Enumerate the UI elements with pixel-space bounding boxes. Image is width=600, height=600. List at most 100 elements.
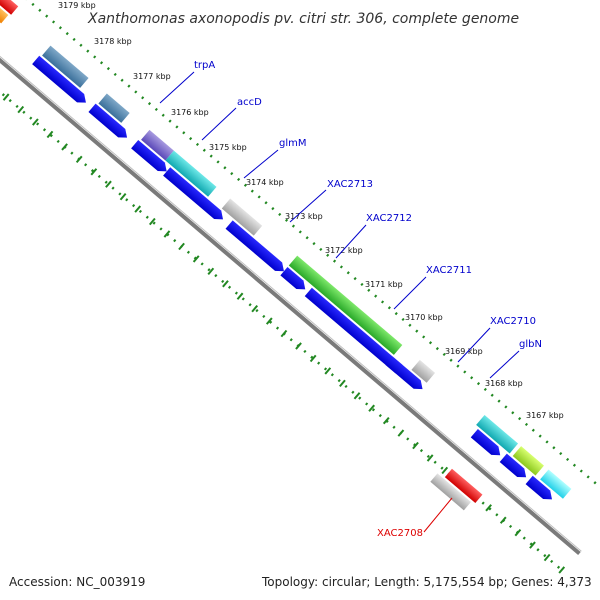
label-connector [243, 149, 279, 179]
genome-backbone [0, 33, 581, 556]
cds-arrow-right-b[interactable] [499, 453, 530, 482]
scale-tick [353, 392, 361, 400]
scale-tick [178, 242, 185, 251]
scale-tick [17, 105, 25, 114]
feature-box-glbN[interactable] [411, 359, 436, 383]
genome-title: Xanthomonas axonopodis pv. citri str. 30… [87, 11, 519, 27]
kbp-label: 3169 kbp [445, 347, 483, 356]
feature-box-cyan[interactable] [165, 150, 217, 197]
feature-box-glmM[interactable] [141, 129, 174, 161]
scale-tick [499, 516, 507, 524]
scale-tick [163, 230, 171, 238]
gene-label-XAC2712[interactable]: XAC2712 [366, 213, 412, 224]
scale-tick [558, 566, 566, 574]
scale-tick [412, 441, 419, 450]
scale-tick [397, 429, 405, 437]
gene-label-connectors [159, 71, 520, 533]
scale-tick [46, 130, 54, 139]
scale-tick [148, 217, 156, 226]
cds-arrow-right-c[interactable] [525, 475, 556, 504]
kbp-label: 3177 kbp [133, 72, 171, 81]
kbp-label: 3172 kbp [325, 246, 363, 255]
label-connector [457, 327, 491, 363]
scale-tick [119, 192, 127, 201]
cds-arrow-accD[interactable] [88, 103, 130, 142]
scale-tick [485, 504, 492, 512]
kbp-label: 3179 kbp [58, 1, 96, 10]
scale-tick [134, 205, 142, 213]
scale-tick [382, 416, 390, 425]
label-connector [393, 276, 427, 310]
feature-box-aqua[interactable] [540, 469, 572, 499]
label-connector [289, 189, 327, 223]
gene-label-XAC2708[interactable]: XAC2708 [377, 528, 423, 539]
gene-label-accD[interactable]: accD [237, 97, 262, 108]
label-connector [201, 107, 237, 141]
scale-tick [339, 379, 346, 388]
scale-tick [90, 168, 98, 176]
gene-label-XAC2710[interactable]: XAC2710 [490, 316, 536, 327]
cds-arrow-right-a[interactable] [470, 429, 504, 459]
label-connector [489, 350, 520, 379]
scale-tick [2, 93, 10, 101]
genome-backbone-highlight [0, 32, 582, 552]
scale-tick [295, 342, 302, 350]
feature-box-XAC2708-gray[interactable] [430, 473, 471, 511]
kbp-label: 3167 kbp [526, 411, 564, 420]
cds-arrow-trpA[interactable] [32, 55, 89, 107]
gene-labels: trpA accD glmM XAC2713 XAC2712 XAC2711 X… [194, 60, 542, 539]
scale-tick [61, 143, 68, 151]
kbp-label: 3175 kbp [209, 143, 247, 152]
scale-tick [207, 267, 215, 276]
feature-box-XAC2713[interactable] [221, 198, 263, 236]
kbp-label: 3170 kbp [405, 313, 443, 322]
scale-tick [309, 354, 317, 363]
gene-label-XAC2713[interactable]: XAC2713 [327, 179, 373, 190]
scale-tick [192, 255, 200, 263]
feature-box-lime[interactable] [512, 446, 544, 476]
gene-label-trpA[interactable]: trpA [194, 60, 215, 71]
feature-box-accD[interactable] [98, 93, 130, 123]
scale-tick [75, 155, 83, 164]
kbp-label: 3174 kbp [246, 178, 284, 187]
scale-tick [222, 280, 229, 288]
scale-tick [543, 553, 551, 562]
gene-label-glbN[interactable]: glbN [519, 339, 542, 350]
label-connector [335, 224, 367, 259]
feature-box-XAC2708[interactable] [444, 468, 483, 504]
scale-tick [105, 180, 112, 188]
kbp-label: 3171 kbp [365, 280, 403, 289]
kbp-label: 3178 kbp [94, 37, 132, 46]
kbp-label: 3168 kbp [485, 379, 523, 388]
scale-tick [265, 317, 273, 325]
scale-tick [368, 404, 376, 412]
kbp-label: 3173 kbp [285, 212, 323, 221]
label-connector [159, 71, 195, 104]
outer-dotted-scale [10, 0, 600, 506]
topology-text: Topology: circular; Length: 5,175,554 bp… [261, 575, 592, 589]
scale-tick [426, 454, 434, 462]
gene-label-glmM[interactable]: glmM [279, 138, 307, 149]
accession-text: Accession: NC_003919 [9, 575, 145, 589]
scale-tick [324, 367, 332, 375]
cds-arrow-XAC2713[interactable] [225, 220, 288, 275]
cds-arrow-XAC2711[interactable] [304, 287, 426, 394]
feature-box-left-red[interactable] [0, 0, 19, 15]
scale-tick [441, 466, 449, 475]
cds-arrow-cyan[interactable] [163, 167, 226, 223]
feature-box-XAC2711[interactable] [288, 255, 403, 355]
cds-arrow-XAC2712[interactable] [280, 267, 308, 294]
cds-arrow-glmM[interactable] [131, 139, 170, 176]
scale-tick [514, 528, 522, 537]
feature-box-trpA[interactable] [42, 45, 89, 88]
scale-tick [529, 541, 536, 549]
scale-tick [280, 329, 288, 338]
cds-arrow-XAC2710[interactable] [385, 356, 407, 377]
feature-box-right-cyan[interactable] [476, 415, 519, 454]
label-connector [423, 497, 453, 533]
scale-tick [32, 118, 39, 126]
scale-tick [236, 292, 244, 300]
gene-label-XAC2711[interactable]: XAC2711 [426, 265, 472, 276]
